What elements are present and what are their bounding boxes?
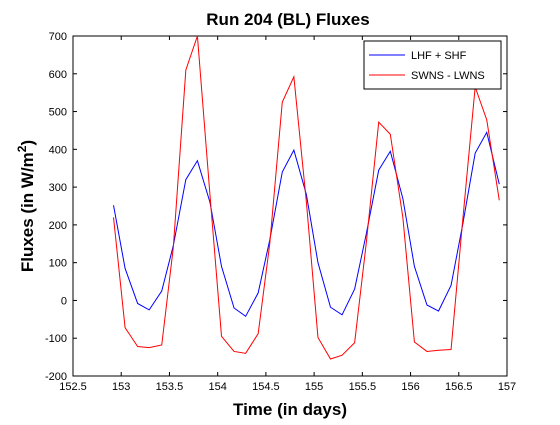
series-lines bbox=[113, 35, 500, 360]
y-tick-label: 0 bbox=[61, 295, 67, 307]
y-axis-label: Fluxes (in W/m2) bbox=[15, 140, 37, 272]
y-tick-label: 600 bbox=[49, 69, 67, 81]
x-tick-label: 154.5 bbox=[252, 381, 280, 393]
y-tick-label: 400 bbox=[49, 144, 67, 156]
y-axis-label-superscript: 2 bbox=[15, 145, 29, 152]
x-tick-label: 153 bbox=[112, 381, 130, 393]
plot-frame bbox=[72, 35, 508, 377]
chart-title: Run 204 (BL) Fluxes bbox=[206, 10, 369, 29]
x-tick-label: 156.5 bbox=[445, 381, 473, 393]
legend-label-swns-lwns: SWNS - LWNS bbox=[411, 70, 485, 82]
legend-box bbox=[363, 40, 502, 90]
x-tick-label: 153.5 bbox=[156, 381, 184, 393]
series-line-swns-lwns bbox=[113, 35, 500, 360]
y-tick-label: 200 bbox=[49, 220, 67, 232]
x-tick-label: 155 bbox=[305, 381, 323, 393]
x-tick-label: 155.5 bbox=[349, 381, 377, 393]
x-tick-label: 157 bbox=[498, 381, 516, 393]
y-tick-label: 500 bbox=[49, 107, 67, 119]
y-tick-label: -200 bbox=[45, 371, 67, 383]
y-tick-label: 700 bbox=[49, 31, 67, 43]
y-tick-label: -100 bbox=[45, 333, 67, 345]
legend: LHF + SHF SWNS - LWNS bbox=[363, 40, 502, 90]
y-tick-label: 100 bbox=[49, 258, 67, 270]
x-tick-label: 156 bbox=[401, 381, 419, 393]
y-tick-label: 300 bbox=[49, 182, 67, 194]
legend-label-lhf-shf: LHF + SHF bbox=[411, 50, 467, 62]
x-axis-label: Time (in days) bbox=[233, 400, 347, 419]
axis-ticks: 152.5 153 153.5 154 154.5 155 155.5 156 156.5 157… bbox=[45, 31, 516, 393]
x-tick-label: 152.5 bbox=[59, 381, 87, 393]
y-axis-label-main: Fluxes (in W/m bbox=[18, 152, 37, 272]
series-line-lhf-shf bbox=[113, 130, 500, 318]
x-tick-label: 154 bbox=[208, 381, 226, 393]
y-axis-label-close: ) bbox=[18, 140, 37, 146]
